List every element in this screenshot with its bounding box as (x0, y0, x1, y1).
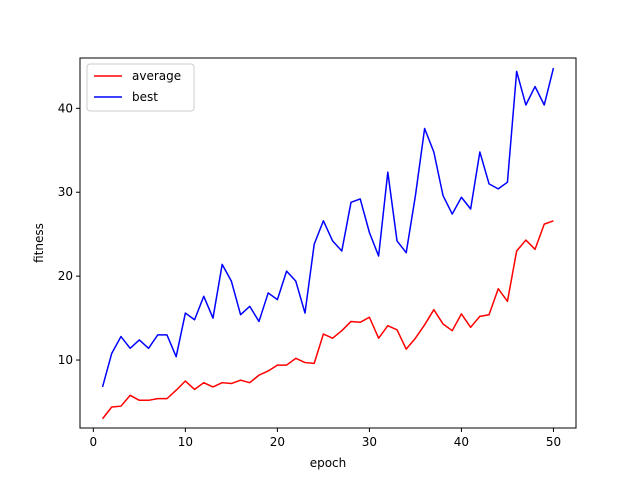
legend-label-average: average (132, 69, 181, 83)
x-axis-ticks: 0 10 20 30 40 50 (90, 428, 561, 449)
x-tick-label: 20 (270, 435, 285, 449)
y-tick-label: 10 (58, 353, 73, 367)
x-tick-label: 30 (362, 435, 377, 449)
x-tick-label: 40 (454, 435, 469, 449)
series-lines (101, 67, 555, 420)
x-tick-label: 50 (546, 435, 561, 449)
legend-label-best: best (132, 90, 158, 104)
x-tick-label: 10 (178, 435, 193, 449)
series-line-best (101, 67, 555, 388)
y-tick-label: 30 (58, 185, 73, 199)
legend: average best (86, 63, 195, 112)
y-axis-label: fitness (32, 223, 46, 263)
series-line-average (101, 220, 554, 420)
x-axis-label: epoch (310, 456, 347, 470)
y-axis-ticks: 10 20 30 40 (58, 101, 80, 367)
axes-frame (79, 57, 577, 429)
y-tick-label: 40 (58, 101, 73, 115)
x-tick-label: 0 (90, 435, 98, 449)
y-tick-label: 20 (58, 269, 73, 283)
